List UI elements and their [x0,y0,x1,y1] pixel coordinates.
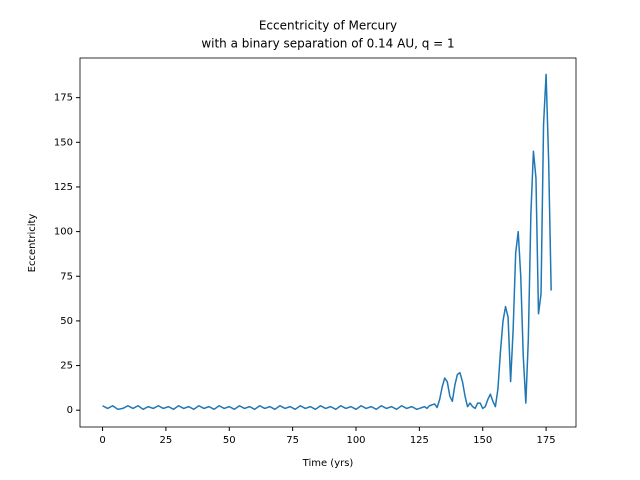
y-tick-label: 50 [60,316,73,327]
x-tick-label: 125 [410,435,429,446]
x-tick-label: 100 [346,435,365,446]
x-tick-label: 50 [223,435,236,446]
x-tick-label: 150 [473,435,492,446]
chart-title: Eccentricity of Mercury [259,19,397,33]
x-tick-label: 75 [286,435,299,446]
y-tick-label: 75 [60,271,73,282]
x-axis-label: Time (yrs) [302,458,354,469]
y-tick-label: 0 [67,405,73,416]
y-tick-label: 150 [54,137,73,148]
y-tick-label: 175 [54,93,73,104]
x-tick-label: 175 [537,435,556,446]
y-tick-label: 25 [60,361,73,372]
y-tick-label: 125 [54,182,73,193]
data-line [102,73,552,411]
chart-subtitle: with a binary separation of 0.14 AU, q =… [201,37,454,51]
x-tick-label: 0 [99,435,105,446]
y-axis-label: Eccentricity [27,214,38,273]
plot-frame [79,57,577,428]
x-tick-label: 25 [160,435,173,446]
y-tick-label: 100 [54,227,73,238]
